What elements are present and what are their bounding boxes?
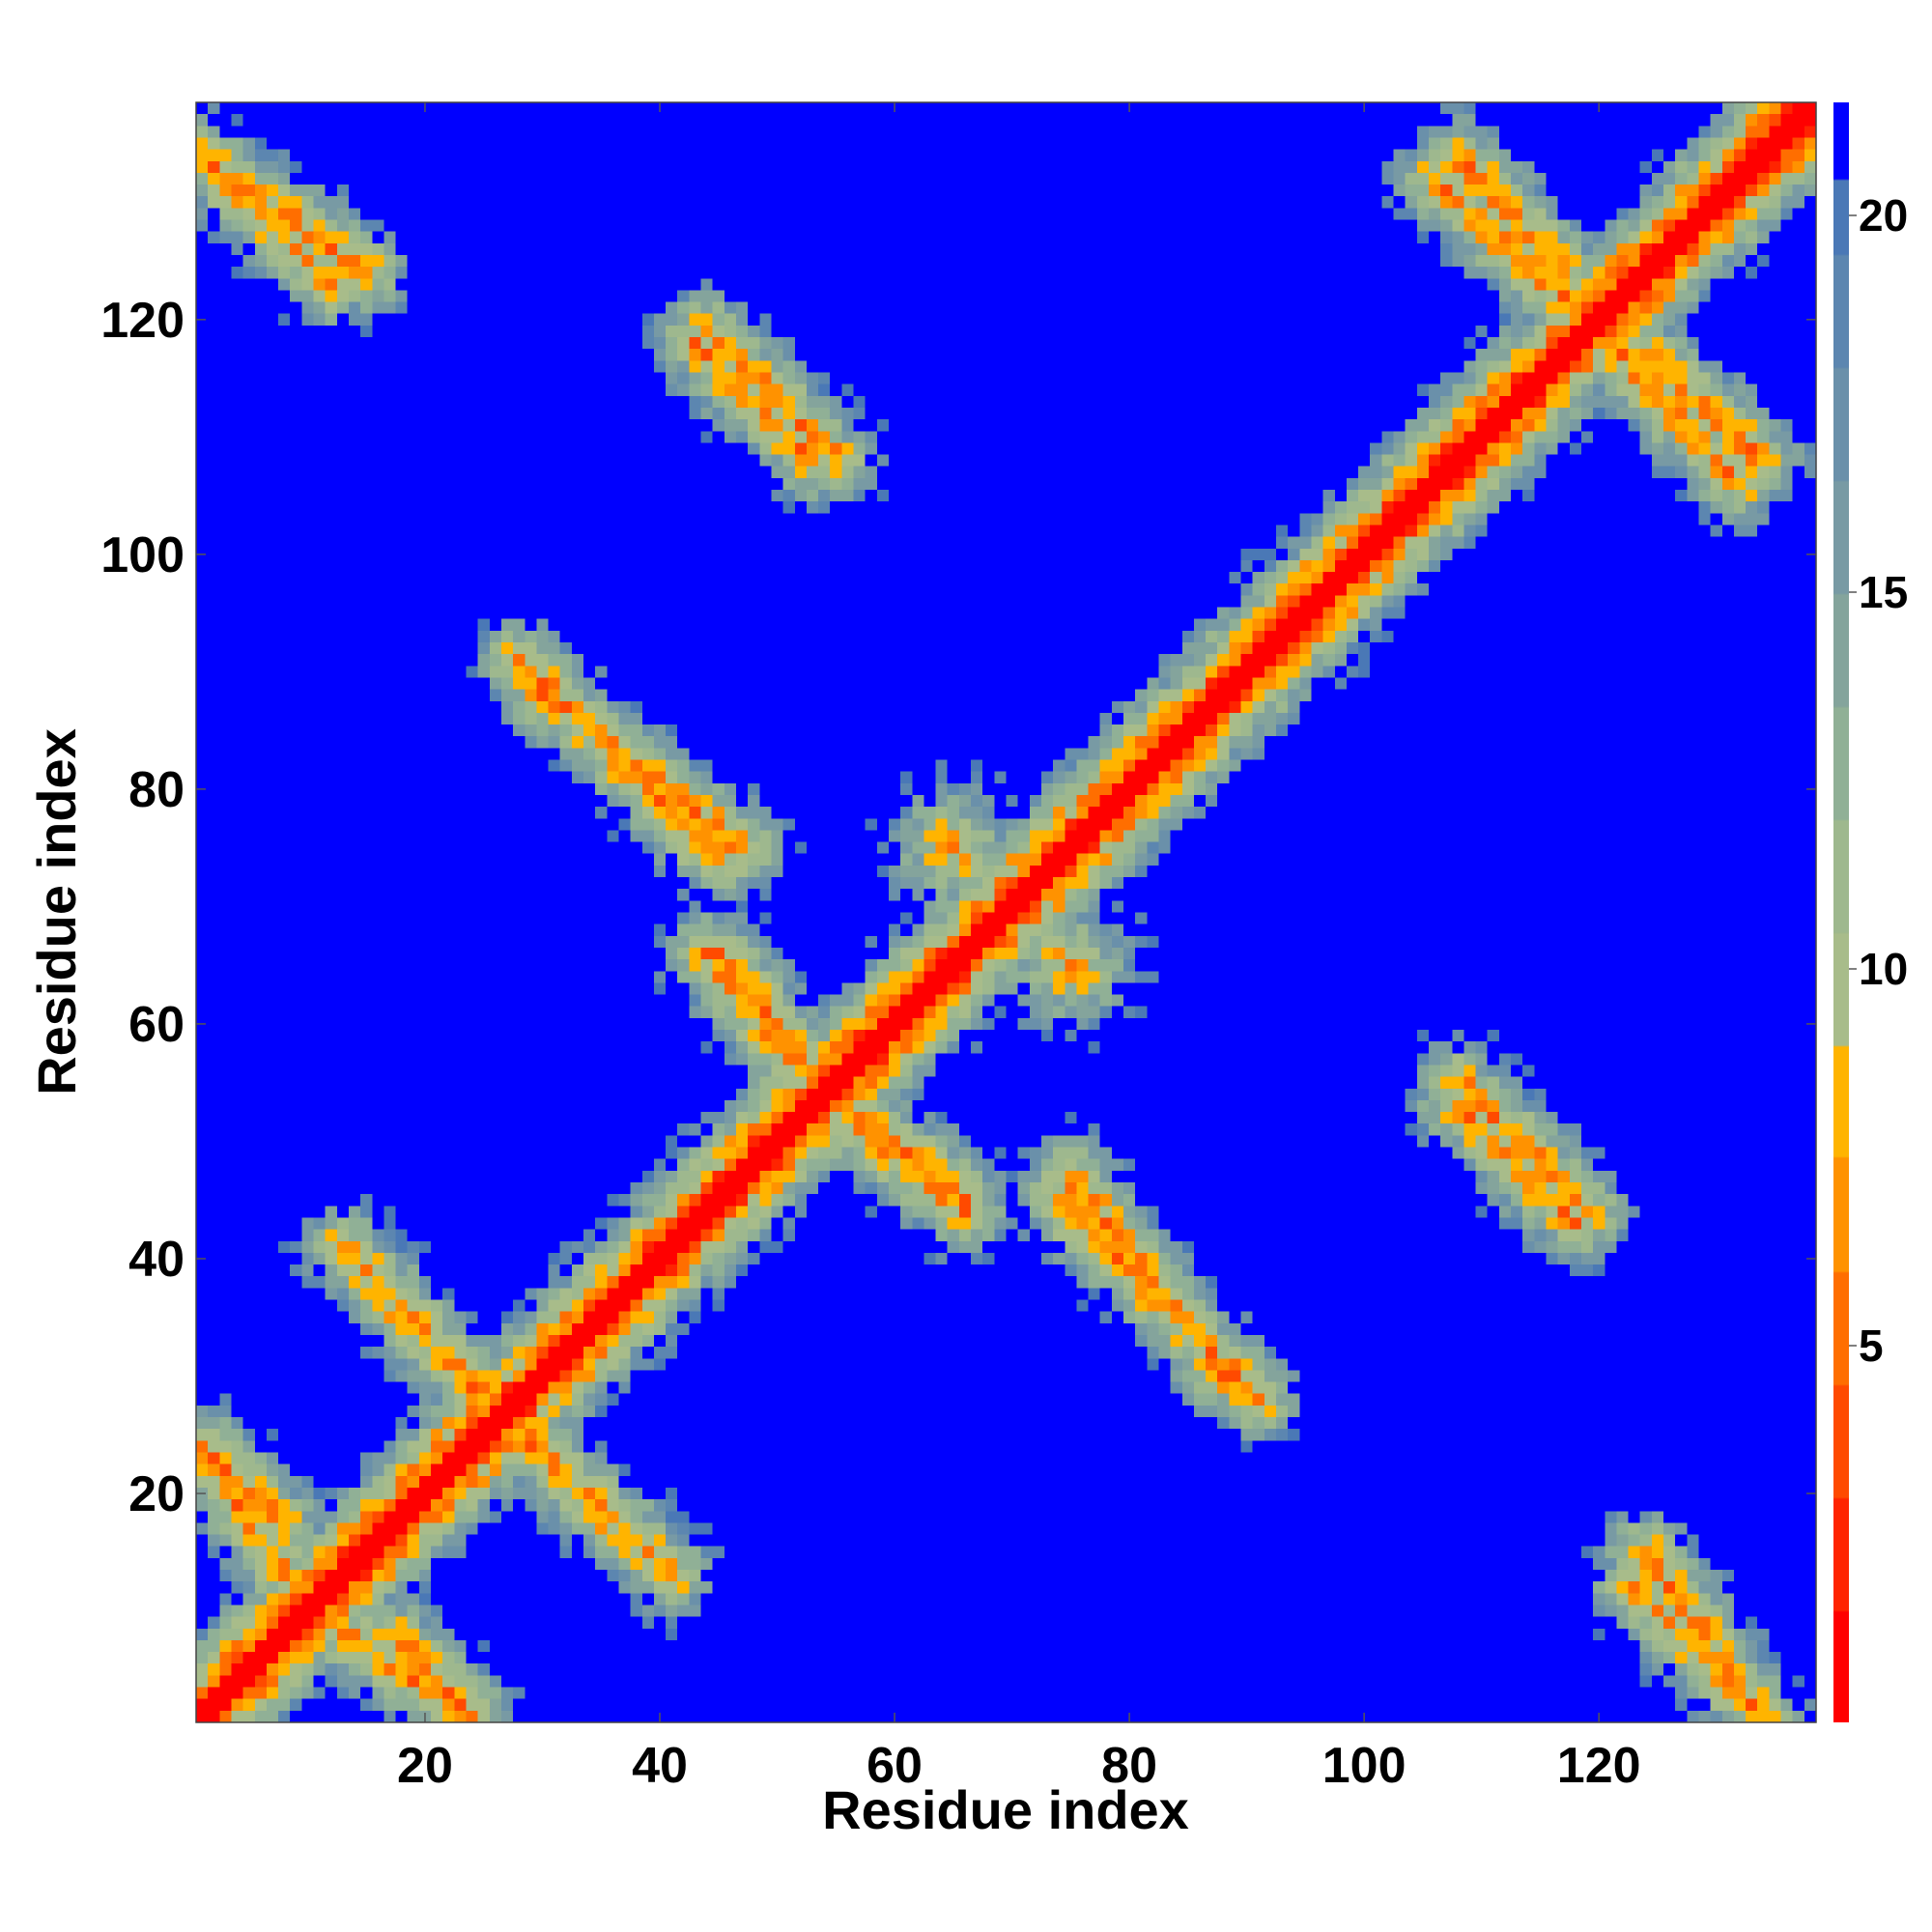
colorbar-tick-label: 20 — [1859, 190, 1908, 241]
y-tick-label: 100 — [100, 527, 185, 583]
x-tick-label: 60 — [867, 1738, 923, 1794]
colorbar — [1833, 102, 1849, 1722]
y-tick-label: 60 — [128, 997, 185, 1053]
colorbar-ticks: 5 10 15 20 — [1849, 190, 1908, 1371]
x-axis-ticks: 20 40 60 80 100 120 — [397, 102, 1641, 1794]
colorbar-tick-label: 5 — [1859, 1321, 1884, 1371]
x-tick-label: 80 — [1101, 1738, 1157, 1794]
colorbar-tick-label: 15 — [1859, 567, 1908, 617]
y-tick-label: 20 — [128, 1466, 185, 1522]
y-tick-label: 80 — [128, 762, 185, 818]
x-tick-label: 40 — [632, 1738, 688, 1794]
colorbar-tick-label: 10 — [1859, 944, 1908, 994]
y-tick-label: 120 — [100, 293, 185, 349]
y-axis-ticks: 20 40 60 80 100 120 — [100, 101, 1817, 1723]
y-axis-title: Residue index — [26, 728, 87, 1095]
x-axis-title: Residue index — [822, 1779, 1189, 1840]
heatmap-plot-area — [196, 102, 1816, 1722]
x-tick-label: 100 — [1322, 1738, 1406, 1794]
y-tick-label: 40 — [128, 1232, 185, 1288]
plot-frame — [195, 101, 1817, 1723]
x-tick-label: 120 — [1557, 1738, 1641, 1794]
x-tick-label: 20 — [397, 1738, 453, 1794]
